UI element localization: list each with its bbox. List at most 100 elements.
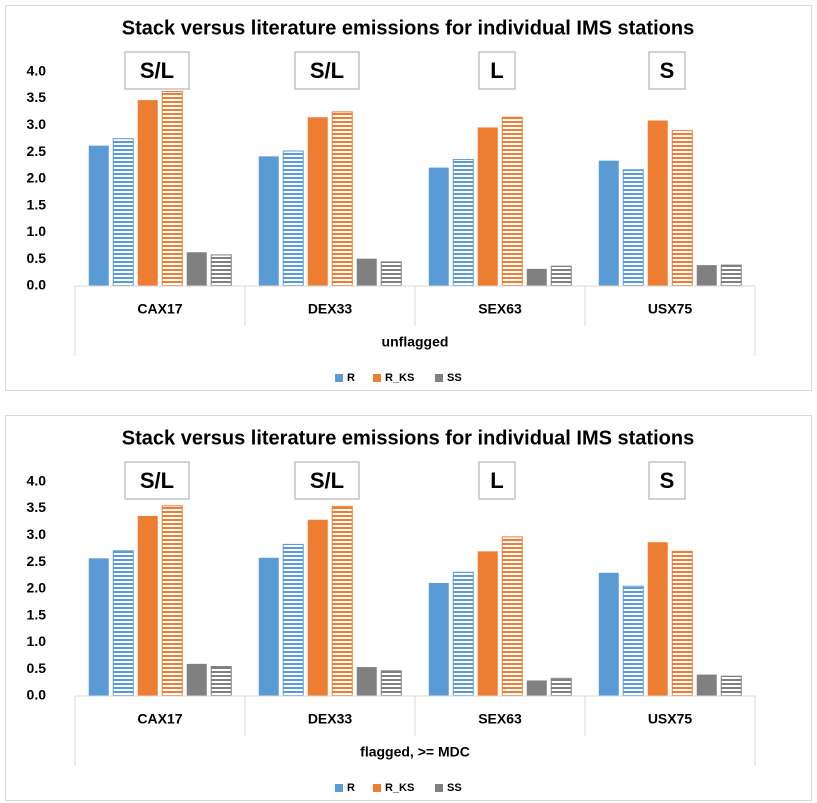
bar (161, 91, 183, 287)
bar (88, 145, 109, 286)
bar (282, 543, 304, 697)
annotation: L (490, 468, 503, 493)
y-tick-label: 3.0 (27, 116, 47, 132)
legend-swatch (435, 374, 443, 382)
bar (356, 258, 377, 286)
y-tick-label: 3.0 (27, 526, 47, 542)
chart-title: Stack versus literature emissions for in… (122, 427, 694, 449)
bar (88, 558, 109, 696)
bar (622, 585, 644, 697)
y-tick-label: 4.0 (27, 62, 47, 78)
group-label: unflagged (382, 334, 449, 350)
legend-swatch (373, 784, 381, 792)
bar (477, 127, 498, 286)
x-tick-label: DEX33 (308, 711, 353, 727)
x-tick-label: CAX17 (137, 711, 182, 727)
bar (647, 542, 668, 696)
bar (331, 111, 353, 287)
annotation-box (648, 51, 686, 90)
bar (331, 505, 353, 697)
y-tick-label: 3.5 (27, 499, 47, 515)
legend-swatch (335, 784, 343, 792)
bar (452, 159, 474, 287)
bar (720, 264, 742, 287)
bar (161, 505, 183, 697)
annotation-box (294, 51, 360, 90)
x-tick-label: SEX63 (478, 711, 522, 727)
y-tick-label: 2.0 (27, 170, 47, 186)
y-tick-label: 3.5 (27, 89, 47, 105)
bar (622, 169, 644, 287)
bar (137, 516, 158, 696)
bar (477, 551, 498, 696)
bar (380, 261, 402, 287)
chart-title: Stack versus literature emissions for in… (122, 17, 694, 39)
annotation: S/L (140, 58, 174, 83)
annotation: S (660, 468, 675, 493)
x-tick-label: USX75 (648, 711, 693, 727)
bar (137, 100, 158, 286)
bar (356, 667, 377, 696)
x-tick-label: DEX33 (308, 301, 353, 317)
annotation: L (490, 58, 503, 83)
bar (428, 167, 449, 286)
chart: Stack versus literature emissions for in… (5, 415, 812, 801)
bar (210, 254, 232, 287)
legend-swatch (435, 784, 443, 792)
y-tick-label: 0.5 (27, 660, 47, 676)
bar (647, 120, 668, 286)
bar (186, 663, 207, 696)
bar (112, 550, 134, 697)
y-tick-label: 4.0 (27, 472, 47, 488)
bar (112, 138, 134, 287)
bar (501, 536, 523, 697)
legend-label: R (347, 782, 355, 794)
group-label: flagged, >= MDC (360, 744, 470, 760)
bar (550, 677, 572, 697)
bar (380, 670, 402, 697)
annotation-box (124, 461, 190, 500)
x-tick-label: SEX63 (478, 301, 522, 317)
bar (258, 557, 279, 696)
y-tick-label: 0.5 (27, 250, 47, 266)
bar (452, 571, 474, 697)
annotation: S/L (310, 468, 344, 493)
bar (526, 680, 547, 696)
y-tick-label: 1.0 (27, 633, 47, 649)
legend-label: R_KS (385, 372, 414, 384)
legend-swatch (373, 374, 381, 382)
x-tick-label: CAX17 (137, 301, 182, 317)
bar (307, 519, 328, 696)
bar (282, 150, 304, 287)
annotation: S (660, 58, 675, 83)
legend-label: SS (447, 782, 462, 794)
legend-label: R (347, 372, 355, 384)
bar (428, 582, 449, 696)
bar (501, 116, 523, 287)
annotation-box (648, 461, 686, 500)
y-tick-label: 1.0 (27, 223, 47, 239)
bar (720, 675, 742, 697)
annotation-box (478, 51, 516, 90)
y-tick-label: 2.0 (27, 580, 47, 596)
y-tick-label: 1.5 (27, 606, 47, 622)
bar (671, 130, 693, 287)
chart: Stack versus literature emissions for in… (5, 5, 812, 391)
y-tick-label: 1.5 (27, 196, 47, 212)
y-tick-label: 0.0 (27, 687, 47, 703)
y-tick-label: 2.5 (27, 143, 47, 159)
bar (526, 268, 547, 286)
legend-swatch (335, 374, 343, 382)
legend-label: R_KS (385, 782, 414, 794)
annotation: S/L (140, 468, 174, 493)
bar (186, 252, 207, 286)
legend-label: SS (447, 372, 462, 384)
bar (696, 674, 717, 696)
bar (696, 265, 717, 286)
y-tick-label: 0.0 (27, 277, 47, 293)
annotation: S/L (310, 58, 344, 83)
annotation-box (124, 51, 190, 90)
bar (598, 160, 619, 286)
bar (210, 666, 232, 697)
